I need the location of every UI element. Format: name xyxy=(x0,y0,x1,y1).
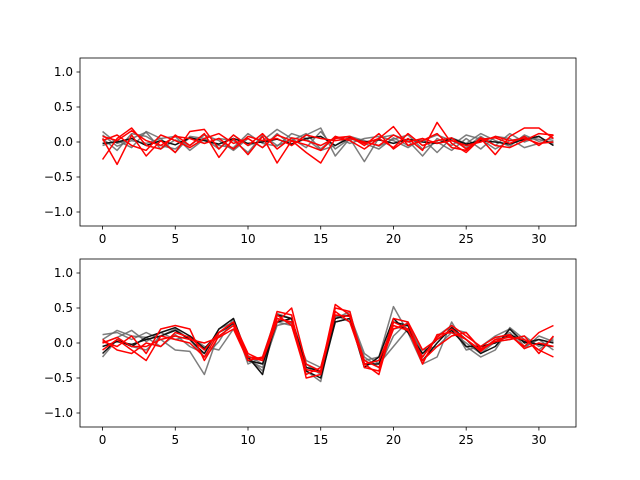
subplot-2: 0 5 10 15 20 25 30 −1.0 −0.5 0.0 0.5 1.0 xyxy=(44,258,577,447)
y-tick-label: 0.5 xyxy=(54,301,73,315)
x-tick-label: 25 xyxy=(459,232,474,246)
x-tick-label: 15 xyxy=(313,232,328,246)
series-line-red xyxy=(101,125,554,166)
y-tick-label: −1.0 xyxy=(44,205,73,219)
y-tick-label: −1.0 xyxy=(44,406,73,420)
y-tick-label: −0.5 xyxy=(44,170,73,184)
y-tick-label: 0.5 xyxy=(54,100,73,114)
y-tick-label: 0.0 xyxy=(54,135,73,149)
series-line-red xyxy=(102,310,554,376)
series-line-red xyxy=(102,130,554,150)
x-tick-label: 0 xyxy=(99,232,107,246)
series-line-red xyxy=(102,132,554,152)
y-tick-label: 1.0 xyxy=(54,65,73,79)
x-tick-label: 0 xyxy=(99,433,107,447)
x-tick-label: 20 xyxy=(386,433,401,447)
y-tick-label: 1.0 xyxy=(54,266,73,280)
series-line-red xyxy=(102,314,555,374)
x-tick-label: 10 xyxy=(240,232,255,246)
x-tick-label: 30 xyxy=(531,433,546,447)
x-tick-label: 25 xyxy=(459,433,474,447)
subplot-1: 0 5 10 15 20 25 30 −1.0 −0.5 0.0 0.5 1.0 xyxy=(44,57,577,246)
x-tick-label: 20 xyxy=(386,232,401,246)
x-tick-label: 5 xyxy=(171,232,179,246)
y-tick-label: −0.5 xyxy=(44,371,73,385)
x-tick-label: 5 xyxy=(171,433,179,447)
x-tick-label: 30 xyxy=(531,232,546,246)
x-tick-label: 15 xyxy=(313,433,328,447)
series-line-gray xyxy=(102,132,554,152)
x-tick-label: 10 xyxy=(240,433,255,447)
y-tick-label: 0.0 xyxy=(54,336,73,350)
